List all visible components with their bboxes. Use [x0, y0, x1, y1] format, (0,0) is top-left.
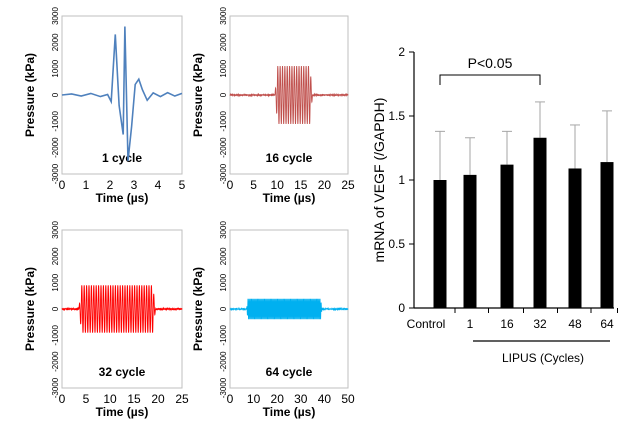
y-tick-label: 1000: [51, 59, 60, 77]
x-tick-label: 15: [127, 392, 141, 406]
x-tick-label: 0: [227, 392, 234, 406]
x-tick-label: 5: [250, 178, 257, 192]
x-tick-label: 25: [175, 392, 189, 406]
x-tick-label: 5: [179, 178, 186, 192]
y-tick-label: 2000: [51, 33, 60, 51]
y-axis-label: mRNA of VEGF (/GAPDH): [371, 98, 387, 263]
x-tick-label: 3: [131, 178, 138, 192]
bar-32: [533, 137, 547, 308]
x-tick-label: 0: [59, 392, 66, 406]
y-tick-label: 1000: [219, 273, 228, 291]
y-tick-label: -1000: [51, 111, 60, 132]
x-tick-label: 32: [533, 317, 547, 331]
x-tick-label: 30: [294, 392, 308, 406]
x-axis-label: Time (µs): [263, 405, 316, 419]
x-tick-label: 10: [271, 178, 285, 192]
y-tick-label: -2000: [219, 351, 228, 372]
x-tick-label: 10: [247, 392, 261, 406]
y-tick-label: 2: [398, 45, 405, 59]
significance-label: P<0.05: [468, 55, 513, 71]
x-tick-label: 0: [59, 178, 66, 192]
y-tick-label: 2000: [219, 33, 228, 51]
y-tick-label: -2000: [51, 137, 60, 158]
waveform-panel-1-cycle: -3000 -2000 -1000 0 1000 2000 3000 0 1 2 3 4 5 Time (…: [23, 7, 186, 205]
cycle-annotation: 32 cycle: [99, 365, 146, 379]
y-tick-label: -3000: [51, 163, 60, 184]
x-axis-label: LIPUS (Cycles): [502, 351, 584, 365]
y-axis-label: Pressure (kPa): [23, 53, 37, 137]
y-tick-label: -3000: [51, 377, 60, 398]
y-tick-label: 3000: [51, 7, 60, 25]
bar-16: [500, 164, 514, 308]
cycle-annotation: 1 cycle: [102, 151, 142, 165]
y-tick-label: 0.5: [388, 237, 405, 251]
x-tick-label: 50: [341, 392, 355, 406]
significance-bracket: [439, 74, 541, 85]
x-tick-label: 15: [294, 178, 308, 192]
waveform-line: [61, 26, 183, 161]
x-tick-label: 20: [271, 392, 285, 406]
y-tick-label: -2000: [51, 351, 60, 372]
x-tick-label: 20: [151, 392, 165, 406]
bar-64: [600, 162, 614, 308]
y-axis-label: Pressure (kPa): [191, 267, 205, 351]
cycle-annotation: 64 cycle: [266, 365, 313, 379]
x-tick-label: 48: [568, 317, 582, 331]
x-tick-label: 5: [83, 392, 90, 406]
x-tick-label: 1: [83, 178, 90, 192]
y-tick-label: -1000: [219, 111, 228, 132]
x-axis-label: Time (µs): [96, 405, 149, 419]
waveform-line: [61, 285, 183, 333]
waveform-panel-64-cycle: -3000 -2000 -1000 0 1000 2000 3000 0 10 20 30 40 50 T…: [191, 221, 355, 419]
bar-control: [433, 180, 447, 308]
y-tick-label: 0: [398, 301, 405, 315]
y-tick-label: 0: [51, 92, 60, 97]
y-tick-label: 1.5: [388, 109, 405, 123]
y-tick-label: 1000: [219, 59, 228, 77]
y-tick-label: -2000: [219, 137, 228, 158]
y-tick-label: 0: [219, 306, 228, 311]
x-tick-label: 25: [341, 178, 355, 192]
y-tick-label: -3000: [219, 163, 228, 184]
waveform-line: [229, 298, 349, 320]
waveform-line: [229, 65, 349, 125]
x-tick-label: 16: [500, 317, 514, 331]
x-tick-label: 0: [227, 178, 234, 192]
y-tick-label: 1: [398, 173, 405, 187]
x-tick-label: 64: [600, 317, 614, 331]
y-tick-label: -1000: [219, 325, 228, 346]
x-axis-label: Time (µs): [96, 191, 149, 205]
y-tick-label: 3000: [51, 221, 60, 239]
y-tick-label: 3000: [219, 7, 228, 25]
bar-48: [568, 168, 582, 308]
x-tick-label: 10: [103, 392, 117, 406]
waveform-panel-16-cycle: -3000 -2000 -1000 0 1000 2000 3000 0 5 10 15 20 25 Ti…: [191, 7, 355, 205]
y-tick-label: 3000: [219, 221, 228, 239]
x-tick-label: 1: [467, 317, 474, 331]
waveform-panel-32-cycle: -3000 -2000 -1000 0 1000 2000 3000 0 5 10 15 20 25 Ti…: [23, 221, 189, 419]
x-axis-label: Time (µs): [263, 191, 316, 205]
x-tick-label: 4: [155, 178, 162, 192]
x-tick-label: 20: [318, 178, 332, 192]
x-tick-label: Control: [407, 317, 446, 331]
y-tick-label: 0: [51, 306, 60, 311]
x-tick-label: 40: [318, 392, 332, 406]
y-tick-label: 1000: [51, 273, 60, 291]
y-tick-label: 2000: [219, 247, 228, 265]
y-tick-label: 0: [219, 92, 228, 97]
y-tick-label: -1000: [51, 325, 60, 346]
y-tick-label: -3000: [219, 377, 228, 398]
y-tick-label: 2000: [51, 247, 60, 265]
cycle-annotation: 16 cycle: [266, 151, 313, 165]
y-axis-label: Pressure (kPa): [191, 53, 205, 137]
bar-1: [463, 174, 477, 308]
x-tick-label: 2: [107, 178, 114, 192]
vegf-bar-chart: 0 0.5 1 1.5 2 Control 1 16 32 48 64 P<0.05 LIPUS (Cy…: [371, 45, 618, 365]
y-axis-label: Pressure (kPa): [23, 267, 37, 351]
